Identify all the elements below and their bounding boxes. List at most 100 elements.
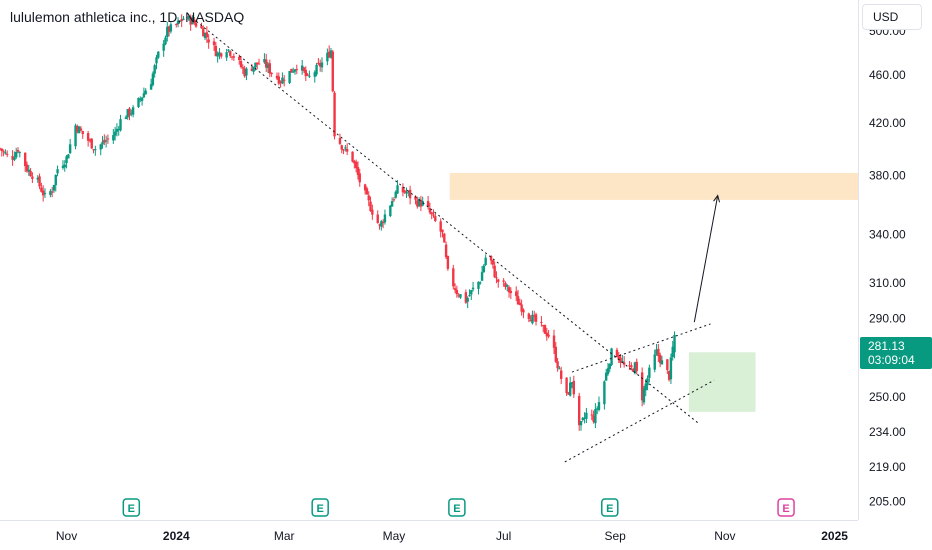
candle-body[interactable] <box>572 380 575 395</box>
candle-body[interactable] <box>457 295 460 297</box>
candle-body[interactable] <box>277 76 281 84</box>
candle-body[interactable] <box>504 282 507 288</box>
candle-body[interactable] <box>419 199 423 207</box>
candle-body[interactable] <box>252 66 255 72</box>
candle-body[interactable] <box>115 128 119 132</box>
candle-body[interactable] <box>522 309 525 313</box>
candle-body[interactable] <box>365 188 369 195</box>
candle-body[interactable] <box>354 161 358 169</box>
candle-body[interactable] <box>318 63 322 67</box>
candle-body[interactable] <box>515 291 518 297</box>
candle-body[interactable] <box>4 152 7 154</box>
candle-body[interactable] <box>520 304 523 312</box>
candle-body[interactable] <box>671 346 674 358</box>
candle-body[interactable] <box>288 71 291 83</box>
candle-body[interactable] <box>585 412 588 419</box>
candle-body[interactable] <box>14 152 18 158</box>
candle-body[interactable] <box>408 189 412 199</box>
candle-body[interactable] <box>149 84 153 90</box>
candle-body[interactable] <box>29 170 32 177</box>
candle-body[interactable] <box>13 157 16 160</box>
candle-body[interactable] <box>597 402 601 410</box>
candle-body[interactable] <box>644 383 647 391</box>
candle-body[interactable] <box>369 201 372 212</box>
candle-body[interactable] <box>426 201 430 207</box>
candle-body[interactable] <box>178 20 182 22</box>
candle-body[interactable] <box>245 68 248 76</box>
candle-body[interactable] <box>446 256 450 269</box>
candle-body[interactable] <box>52 184 56 191</box>
candle-body[interactable] <box>509 290 513 294</box>
candle-body[interactable] <box>444 244 448 258</box>
candle-body[interactable] <box>61 165 65 168</box>
support-zone[interactable] <box>688 352 756 412</box>
drawings-layer[interactable] <box>192 17 721 463</box>
candle-body[interactable] <box>162 43 165 51</box>
candle-body[interactable] <box>407 191 410 193</box>
candle-body[interactable] <box>103 139 106 143</box>
candle-body[interactable] <box>241 67 245 69</box>
candle-body[interactable] <box>166 26 169 38</box>
candle-body[interactable] <box>304 69 307 77</box>
candle-body[interactable] <box>194 23 198 27</box>
candle-body[interactable] <box>76 126 79 132</box>
candle-body[interactable] <box>648 367 651 378</box>
candle-body[interactable] <box>18 152 21 154</box>
candle-body[interactable] <box>16 149 20 152</box>
candle-body[interactable] <box>268 63 272 74</box>
candle-body[interactable] <box>540 322 543 324</box>
candle-body[interactable] <box>518 302 522 305</box>
candle-body[interactable] <box>491 260 495 265</box>
candle-body[interactable] <box>167 26 171 32</box>
candle-body[interactable] <box>176 20 180 24</box>
candle-body[interactable] <box>622 362 626 365</box>
candle-body[interactable] <box>77 126 81 134</box>
candle-body[interactable] <box>401 186 405 193</box>
currency-button[interactable]: USD <box>862 4 922 30</box>
candle-body[interactable] <box>403 190 406 193</box>
candle-body[interactable] <box>556 361 559 369</box>
candle-body[interactable] <box>428 208 432 213</box>
candle-body[interactable] <box>351 151 354 162</box>
candle-body[interactable] <box>554 346 558 362</box>
candle-body[interactable] <box>628 365 631 367</box>
candle-body[interactable] <box>295 69 298 71</box>
candle-body[interactable] <box>452 268 455 287</box>
candle-body[interactable] <box>378 224 381 226</box>
candle-body[interactable] <box>633 362 637 374</box>
candle-body[interactable] <box>333 92 336 137</box>
candle-body[interactable] <box>507 287 511 293</box>
candle-body[interactable] <box>238 56 241 60</box>
candle-body[interactable] <box>383 214 387 223</box>
candle-body[interactable] <box>533 315 536 317</box>
candle-body[interactable] <box>230 56 234 58</box>
candle-body[interactable] <box>489 255 493 261</box>
earnings-marker-upcoming[interactable]: E <box>777 498 795 517</box>
candle-body[interactable] <box>86 133 90 141</box>
candle-body[interactable] <box>329 50 333 58</box>
candle-body[interactable] <box>315 64 318 75</box>
candle-body[interactable] <box>131 107 135 115</box>
candle-body[interactable] <box>581 417 584 420</box>
candle-body[interactable] <box>443 233 446 243</box>
candle-body[interactable] <box>619 357 622 363</box>
candle-body[interactable] <box>340 145 343 150</box>
candle-body[interactable] <box>193 20 196 24</box>
candle-body[interactable] <box>630 365 633 368</box>
candle-body[interactable] <box>214 45 218 57</box>
candle-body[interactable] <box>545 332 549 337</box>
candle-body[interactable] <box>396 185 399 194</box>
candle-body[interactable] <box>205 32 209 38</box>
candle-body[interactable] <box>430 212 433 215</box>
candle-body[interactable] <box>621 361 624 363</box>
candle-body[interactable] <box>11 155 14 160</box>
candle-body[interactable] <box>126 109 129 118</box>
candle-body[interactable] <box>394 191 397 198</box>
candle-body[interactable] <box>200 25 203 29</box>
candle-body[interactable] <box>300 65 304 71</box>
candle-body[interactable] <box>392 199 396 201</box>
candle-body[interactable] <box>88 140 92 142</box>
candle-body[interactable] <box>345 149 349 152</box>
candle-body[interactable] <box>615 349 619 357</box>
